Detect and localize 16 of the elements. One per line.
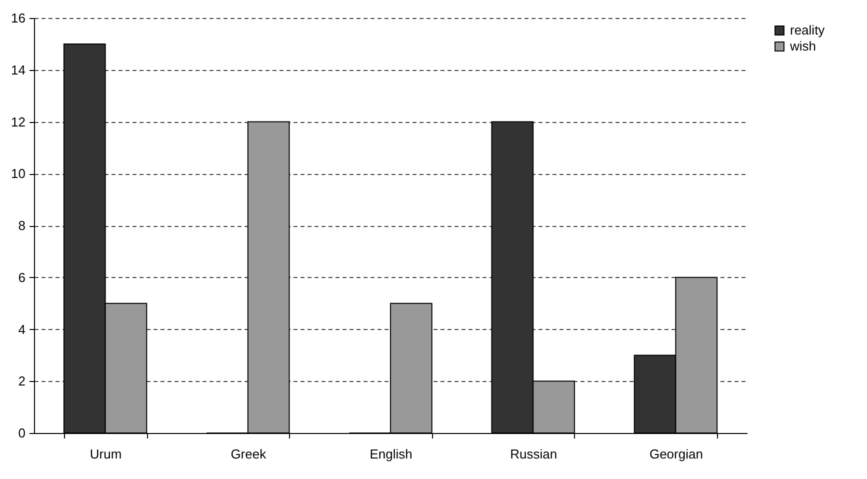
x-tick-label: Georgian: [649, 446, 703, 462]
y-tick-label: 4: [18, 322, 26, 337]
x-tick-label: Russian: [510, 446, 558, 462]
y-tick-label: 0: [18, 426, 26, 440]
y-tick-label: 14: [11, 62, 26, 78]
y-tick-label: 8: [18, 218, 26, 233]
x-tick-label: Greek: [230, 446, 267, 462]
y-tick-label: 2: [18, 374, 26, 389]
x-tick-label: Urum: [90, 446, 122, 462]
y-tick-label: 10: [11, 166, 26, 182]
x-tick-label: English: [370, 446, 412, 462]
legend-label: wish: [789, 38, 816, 54]
y-tick-label: 16: [11, 10, 26, 26]
legend-label: reality: [790, 22, 826, 38]
y-tick-label: 12: [11, 114, 26, 130]
y-tick-label: 6: [18, 270, 26, 285]
